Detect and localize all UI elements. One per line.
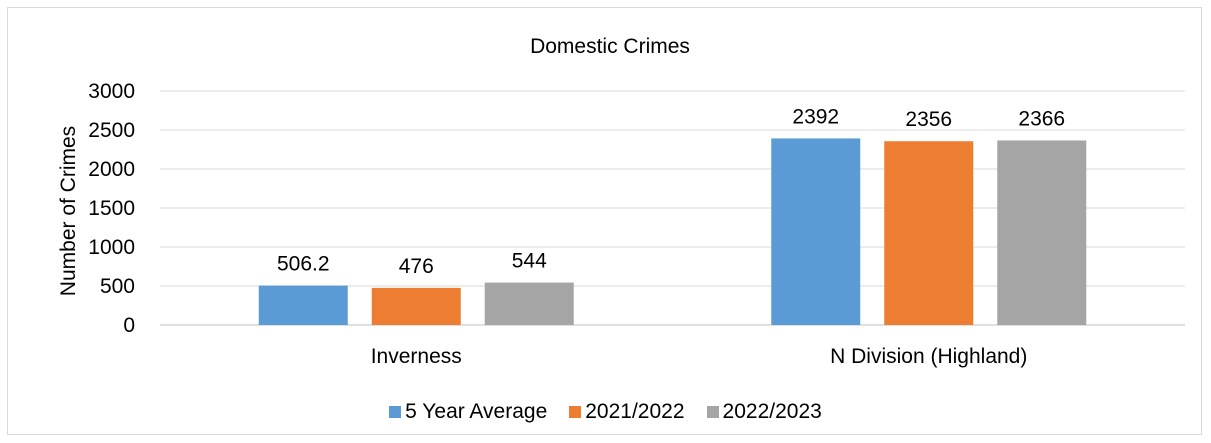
- y-tick-label: 1000: [88, 236, 135, 259]
- data-label: 476: [399, 255, 434, 278]
- x-tick-labels: Inverness N Division (Highland): [371, 345, 1028, 368]
- y-tick-labels: 0 500 1000 1500 2000 2500 3000: [88, 80, 135, 337]
- data-label: 2366: [1018, 107, 1065, 130]
- y-tick-label: 3000: [88, 80, 135, 103]
- legend-item: 2022/2023: [706, 400, 822, 424]
- y-tick-label: 0: [123, 314, 135, 337]
- data-labels: 506.2 476 544 2392 2356 2366: [277, 105, 1065, 277]
- data-label: 506.2: [277, 253, 330, 276]
- legend-label: 5 Year Average: [405, 400, 548, 423]
- x-tick-label: Inverness: [371, 345, 462, 368]
- x-tick-label: N Division (Highland): [830, 345, 1027, 368]
- y-tick-label: 1500: [88, 197, 135, 220]
- legend-swatch: [569, 406, 582, 418]
- legend-item: 5 Year Average: [389, 400, 547, 424]
- data-label: 2356: [905, 108, 952, 131]
- bar: [997, 140, 1087, 325]
- bar: [258, 285, 348, 325]
- legend-swatch: [706, 406, 719, 418]
- legend-item: 2021/2022: [569, 400, 685, 424]
- y-tick-label: 500: [100, 275, 135, 298]
- legend-swatch: [389, 406, 402, 418]
- data-label: 2392: [792, 105, 839, 128]
- chart-title: Domestic Crimes: [530, 35, 690, 58]
- bar: [371, 287, 461, 325]
- y-tick-label: 2000: [88, 158, 135, 181]
- legend-label: 2021/2022: [585, 400, 685, 423]
- bar: [484, 282, 574, 325]
- bars: [258, 138, 1087, 325]
- y-axis-label: Number of Crimes: [57, 126, 80, 296]
- bar: [771, 138, 861, 325]
- data-label: 544: [512, 250, 547, 273]
- y-tick-label: 2500: [88, 119, 135, 142]
- legend: 5 Year Average 2021/2022 2022/2023: [0, 397, 1211, 427]
- legend-label: 2022/2023: [722, 400, 822, 423]
- bar: [884, 141, 974, 325]
